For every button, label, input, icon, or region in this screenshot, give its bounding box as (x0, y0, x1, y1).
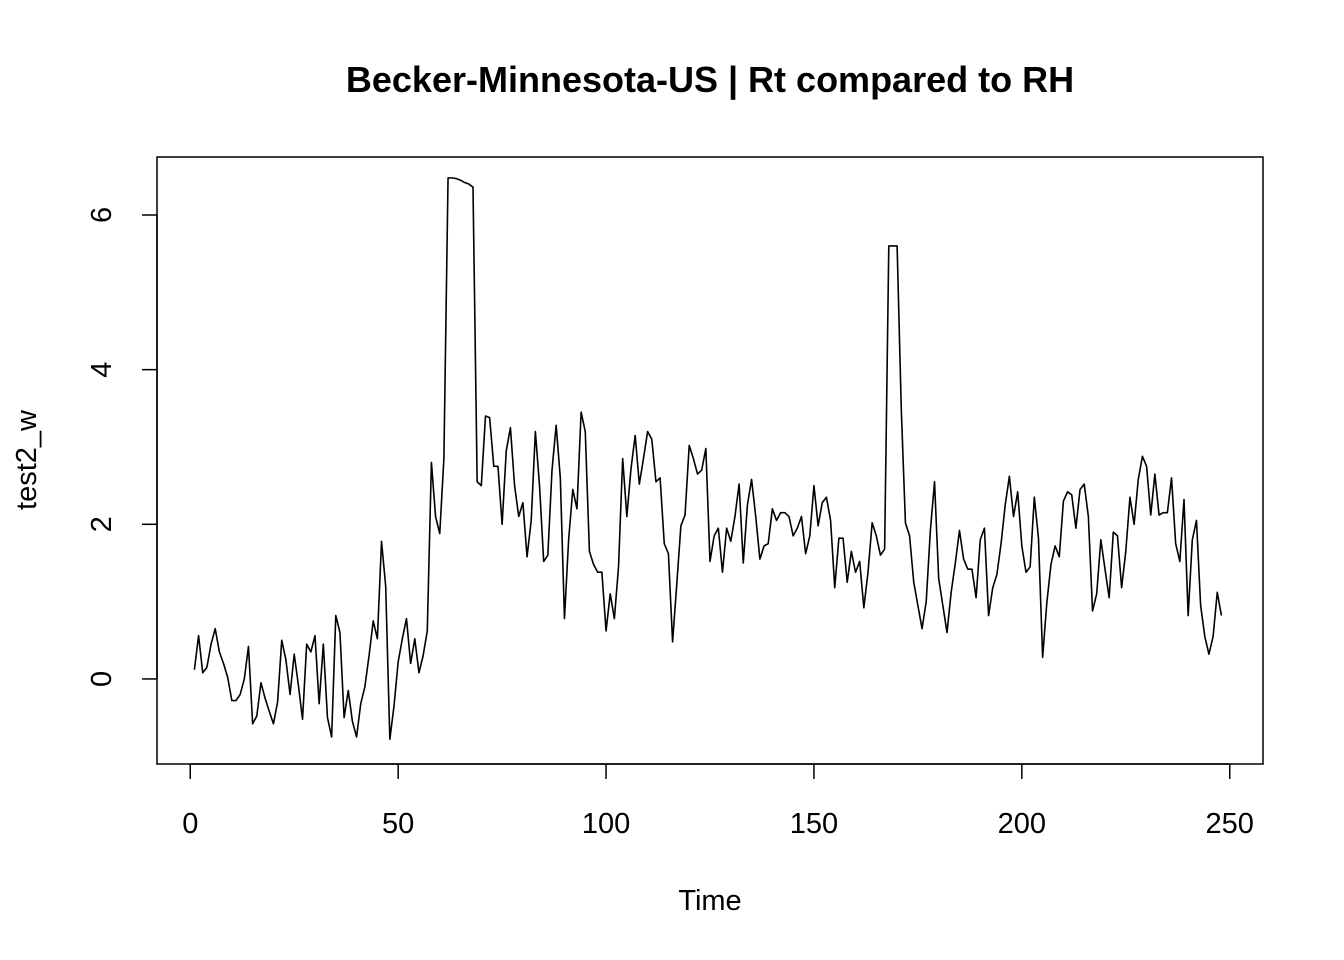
y-axis-label: test2_w (11, 409, 43, 510)
y-tick-label: 4 (86, 362, 118, 378)
x-tick-label: 200 (998, 808, 1046, 840)
x-tick-label: 250 (1206, 808, 1254, 840)
y-tick-label: 2 (86, 516, 118, 532)
series-line-0 (193, 177, 1223, 741)
y-tick-label: 6 (86, 207, 118, 223)
x-tick-label: 0 (182, 808, 198, 840)
x-tick-label: 150 (790, 808, 838, 840)
x-tick-label: 100 (582, 808, 630, 840)
x-axis: 0 50 100 150 200 250 (182, 763, 1254, 840)
plot-frame (156, 156, 1264, 765)
x-axis-label: Time (678, 885, 741, 917)
chart-title: Becker-Minnesota-US | Rt compared to RH (346, 59, 1074, 101)
series-group (193, 177, 1223, 741)
y-axis: 0 2 4 6 (86, 207, 158, 687)
y-tick-label: 0 (86, 671, 118, 687)
x-tick-label: 50 (382, 808, 414, 840)
